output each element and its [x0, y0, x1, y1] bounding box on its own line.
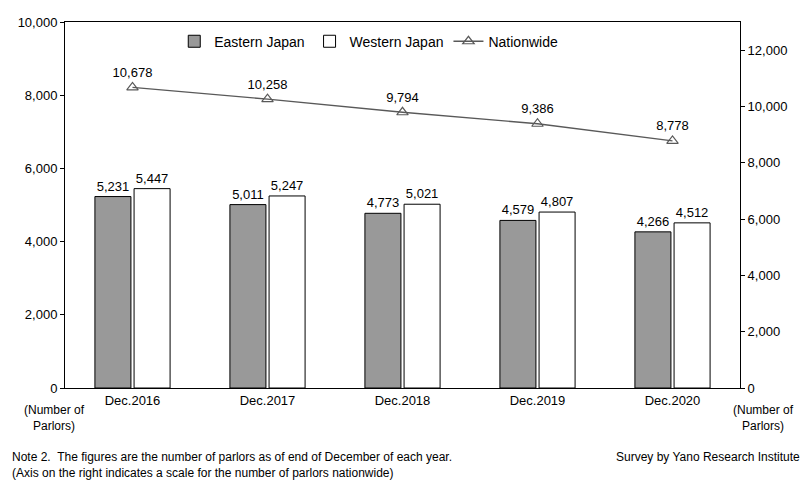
- svg-text:Survey by Yano Research Instit: Survey by Yano Research Institute: [616, 450, 800, 464]
- svg-text:5,231: 5,231: [97, 179, 130, 194]
- svg-text:8,000: 8,000: [25, 88, 58, 103]
- svg-text:10,000: 10,000: [18, 15, 58, 30]
- svg-text:6,000: 6,000: [748, 212, 781, 227]
- svg-text:0: 0: [748, 381, 755, 396]
- svg-text:5,021: 5,021: [406, 186, 439, 201]
- svg-text:6,000: 6,000: [25, 161, 58, 176]
- svg-text:2,000: 2,000: [748, 324, 781, 339]
- svg-text:9,386: 9,386: [521, 101, 554, 116]
- svg-text:9,794: 9,794: [386, 90, 419, 105]
- svg-text:Dec.2019: Dec.2019: [510, 393, 566, 408]
- svg-text:10,000: 10,000: [748, 99, 788, 114]
- svg-text:Dec.2018: Dec.2018: [375, 393, 431, 408]
- svg-text:8,778: 8,778: [656, 118, 689, 133]
- svg-text:Western Japan: Western Japan: [350, 34, 444, 50]
- svg-text:4,579: 4,579: [502, 202, 535, 217]
- svg-text:Dec.2016: Dec.2016: [105, 393, 161, 408]
- svg-text:2,000: 2,000: [25, 307, 58, 322]
- svg-text:4,773: 4,773: [367, 195, 400, 210]
- svg-text:Note 2. The figures are the n: Note 2. The figures are the number of pa…: [12, 450, 452, 480]
- svg-text:(Number ofParlors): (Number ofParlors): [24, 403, 85, 433]
- svg-text:0: 0: [50, 381, 57, 396]
- svg-text:5,011: 5,011: [232, 187, 264, 202]
- svg-text:4,000: 4,000: [748, 268, 781, 283]
- svg-text:(Number ofParlors): (Number ofParlors): [733, 403, 794, 433]
- svg-text:10,258: 10,258: [248, 77, 288, 92]
- svg-text:4,807: 4,807: [541, 194, 574, 209]
- svg-text:5,447: 5,447: [136, 171, 169, 186]
- svg-text:8,000: 8,000: [748, 155, 781, 170]
- svg-text:5,247: 5,247: [271, 178, 304, 193]
- svg-text:Nationwide: Nationwide: [488, 34, 557, 50]
- svg-text:Eastern Japan: Eastern Japan: [214, 34, 304, 50]
- svg-text:Dec.2020: Dec.2020: [645, 393, 701, 408]
- svg-text:12,000: 12,000: [748, 43, 788, 58]
- svg-text:4,512: 4,512: [676, 205, 709, 220]
- svg-text:4,000: 4,000: [25, 234, 58, 249]
- svg-text:Dec.2017: Dec.2017: [240, 393, 296, 408]
- svg-text:4,266: 4,266: [637, 214, 670, 229]
- svg-text:10,678: 10,678: [113, 65, 153, 80]
